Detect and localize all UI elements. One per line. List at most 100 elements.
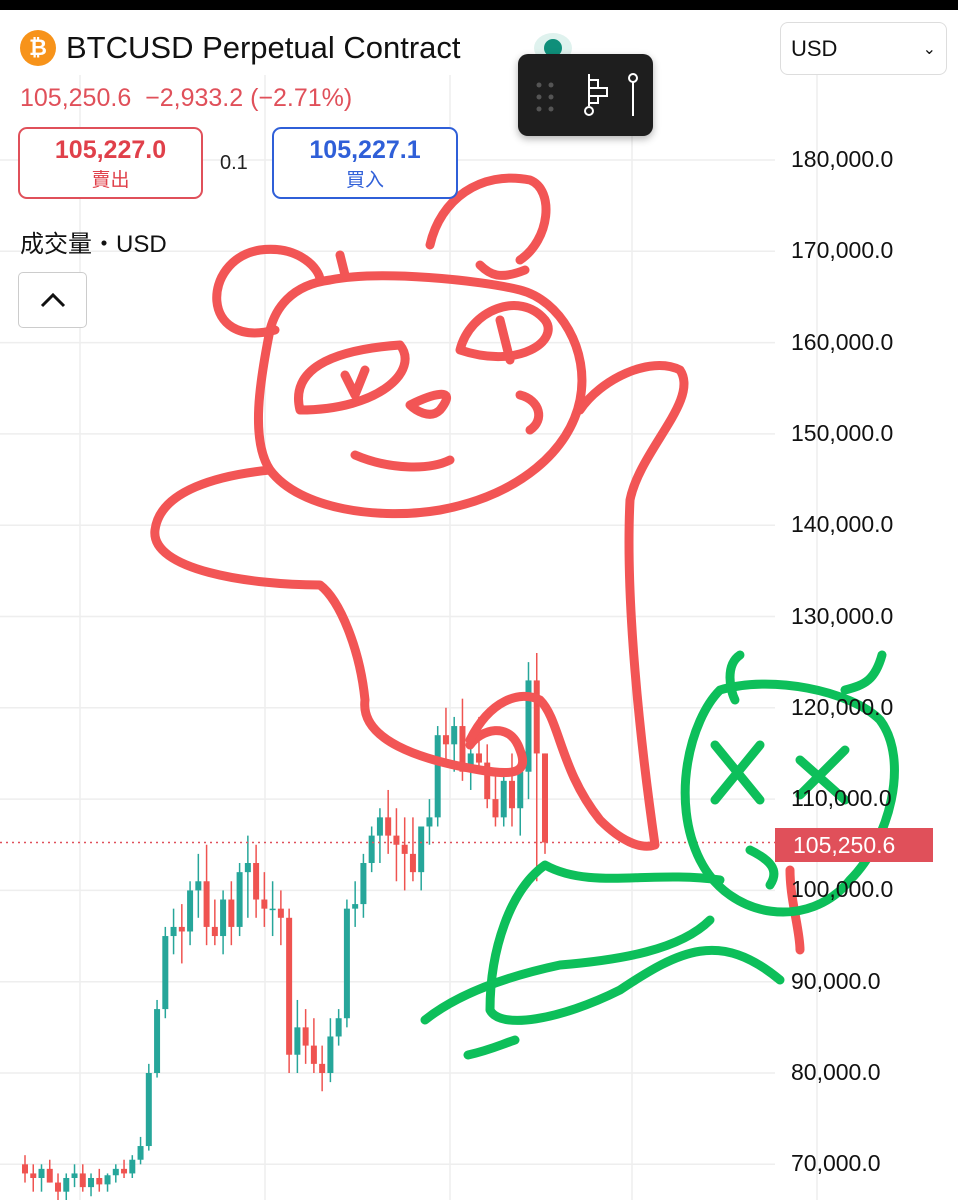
candle [38, 1164, 45, 1192]
buy-button[interactable]: 105,227.1 買入 [272, 127, 458, 199]
candle [46, 1159, 53, 1183]
change-value: −2,933.2 (−2.71%) [145, 84, 353, 112]
candle [236, 863, 243, 937]
candle [409, 817, 416, 882]
sell-label: 賣出 [91, 170, 130, 191]
candle [319, 1045, 326, 1092]
candle [310, 1018, 317, 1073]
y-tick-label: 170,000.0 [791, 237, 894, 264]
candle [79, 1164, 86, 1192]
candle [96, 1168, 103, 1192]
candle [269, 881, 276, 937]
bitcoin-icon: ₿ [20, 30, 56, 66]
candle [253, 844, 260, 918]
candle [220, 890, 227, 955]
candle [244, 835, 251, 918]
candle [71, 1164, 78, 1188]
price-change: 105,250.6 −2,933.2 (−2.71%) [20, 84, 352, 113]
candle [154, 999, 161, 1078]
candle [542, 753, 548, 854]
y-tick-label: 120,000.0 [791, 693, 894, 720]
candle [525, 662, 532, 800]
candle [426, 799, 433, 845]
symbol-title: BTCUSD Perpetual Contract [66, 30, 461, 65]
status-bar [0, 0, 958, 10]
symbol-header[interactable]: ₿ BTCUSD Perpetual Contract [20, 30, 461, 66]
candle [517, 762, 524, 836]
candle [178, 904, 185, 964]
currency-value: USD [791, 35, 838, 61]
candle [162, 926, 169, 1019]
candle [500, 771, 507, 827]
buy-price: 105,227.1 [309, 136, 421, 164]
chevron-down-icon: ⌄ [922, 40, 936, 58]
sell-price: 105,227.0 [54, 136, 167, 164]
last-price-tag: 105,250.6 [775, 828, 933, 862]
candle [286, 908, 293, 1073]
y-tick-label: 90,000.0 [791, 967, 881, 994]
line-tool-icon[interactable] [628, 73, 638, 116]
candle [203, 844, 210, 946]
candle [368, 826, 375, 873]
y-tick-label: 80,000.0 [791, 1059, 881, 1085]
candle [30, 1164, 37, 1192]
freehand-drawing-red-bear [150, 173, 805, 955]
candle [228, 881, 235, 946]
y-tick-label: 160,000.0 [791, 328, 894, 355]
collapse-button[interactable] [18, 272, 87, 328]
candle [484, 744, 491, 809]
candle [492, 771, 499, 827]
candle [187, 881, 194, 946]
candle [302, 1009, 309, 1064]
candle [385, 789, 392, 854]
candle [129, 1155, 136, 1178]
candle [533, 653, 540, 882]
sell-button[interactable]: 105,227.0 賣出 [18, 127, 203, 199]
drag-handle-icon[interactable] [536, 82, 554, 112]
candle [294, 999, 301, 1073]
candle [195, 853, 202, 918]
candle [335, 1009, 342, 1046]
freehand-drawing-green-creature [420, 650, 899, 1060]
y-tick-label: 150,000.0 [791, 419, 894, 446]
candle [170, 908, 177, 955]
candle [211, 899, 218, 946]
candle [261, 872, 268, 927]
y-tick-label: 100,000.0 [791, 876, 894, 903]
last-price: 105,250.6 [20, 84, 132, 112]
volume-label: 成交量・USD [20, 231, 167, 258]
candle [104, 1173, 111, 1192]
currency-select[interactable]: USD ⌄ [780, 22, 947, 75]
candle [121, 1159, 128, 1178]
candle [401, 817, 408, 891]
drawing-toolbar[interactable] [518, 54, 653, 136]
candle [393, 808, 400, 882]
candle [145, 1063, 152, 1151]
fibonacci-tool-icon[interactable] [584, 74, 608, 116]
y-tick-label: 180,000.0 [791, 146, 894, 172]
candle [343, 899, 350, 1028]
candle [360, 853, 367, 918]
candle [55, 1173, 62, 1200]
candle [508, 753, 515, 827]
candle [88, 1173, 95, 1197]
candle [442, 707, 449, 763]
candle [352, 881, 359, 927]
candle [277, 890, 284, 946]
spread: 0.1 [220, 152, 248, 174]
candle [327, 1018, 334, 1083]
candle [112, 1164, 119, 1183]
y-tick-label: 130,000.0 [791, 602, 894, 629]
chevron-up-icon [40, 292, 65, 308]
candle [418, 826, 425, 891]
y-tick-label: 140,000.0 [791, 511, 894, 538]
buy-label: 買入 [345, 170, 384, 191]
y-tick-label: 110,000.0 [791, 785, 892, 812]
candle [376, 808, 383, 864]
candle [22, 1155, 28, 1183]
candle [137, 1136, 144, 1165]
candle [63, 1173, 70, 1200]
candle [434, 726, 441, 827]
y-tick-label: 70,000.0 [791, 1150, 881, 1177]
